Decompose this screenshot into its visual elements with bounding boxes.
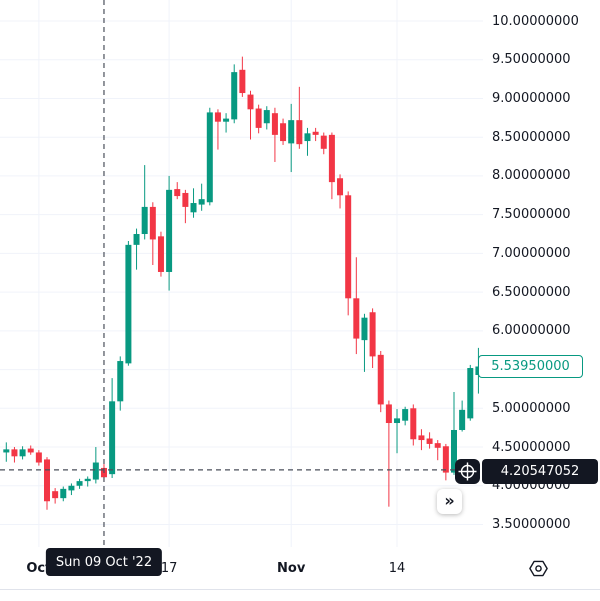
candle[interactable]	[434, 440, 441, 461]
time-tick-label: Oct	[26, 561, 52, 576]
candle[interactable]	[361, 313, 368, 372]
candle[interactable]	[125, 240, 132, 366]
price-tick-label: 7.50000000	[492, 207, 571, 223]
candle[interactable]	[320, 132, 327, 155]
price-tick-label: 10.00000000	[492, 13, 579, 29]
candle[interactable]	[239, 56, 246, 97]
candle[interactable]	[68, 483, 75, 496]
candle[interactable]	[35, 450, 42, 466]
candle[interactable]	[353, 257, 360, 355]
candle[interactable]	[92, 447, 99, 484]
plus-circle-icon	[458, 462, 477, 481]
price-tick-label: 8.00000000	[492, 168, 571, 184]
candle[interactable]	[52, 488, 59, 504]
candle[interactable]	[426, 432, 433, 449]
price-tick-label: 9.50000000	[492, 52, 571, 68]
price-tick-label: 4.50000000	[492, 439, 571, 455]
candle[interactable]	[109, 378, 116, 479]
price-tick-label: 5.00000000	[492, 400, 571, 416]
candle[interactable]	[117, 356, 124, 411]
candle[interactable]	[174, 182, 181, 200]
crosshair-lines	[0, 0, 455, 547]
candle[interactable]	[76, 478, 83, 489]
candle[interactable]	[345, 191, 352, 316]
candle[interactable]	[288, 103, 295, 173]
candle[interactable]	[149, 202, 156, 265]
crosshair-plus-button[interactable]	[455, 459, 480, 485]
candle[interactable]	[223, 113, 230, 133]
candle[interactable]	[459, 400, 466, 432]
price-tick-label: 7.00000000	[492, 245, 571, 261]
candle[interactable]	[214, 109, 221, 150]
last-price-label: 5.53950000	[478, 355, 583, 378]
candle[interactable]	[182, 189, 189, 224]
candle[interactable]	[206, 107, 213, 206]
time-tick-label: 17	[160, 561, 178, 576]
candle[interactable]	[451, 392, 457, 475]
settings-button[interactable]	[526, 556, 551, 581]
candle[interactable]	[467, 364, 474, 421]
candle[interactable]	[255, 104, 262, 134]
candle[interactable]	[296, 86, 303, 149]
candle[interactable]	[369, 308, 376, 369]
crosshair-date-tooltip: Sun 09 Oct '22	[45, 548, 163, 576]
candle[interactable]	[402, 406, 409, 426]
candle[interactable]	[133, 228, 140, 270]
time-tick-label: 14	[388, 561, 406, 576]
candle[interactable]	[44, 457, 50, 510]
candle[interactable]	[27, 445, 34, 455]
candle[interactable]	[337, 174, 344, 209]
price-tick-label: 8.50000000	[492, 129, 571, 145]
candle[interactable]	[312, 127, 319, 142]
candle[interactable]	[247, 90, 254, 140]
candle[interactable]	[19, 446, 26, 460]
candles-layer	[3, 56, 482, 510]
price-tick-label: 6.50000000	[492, 284, 571, 300]
candle[interactable]	[263, 106, 270, 130]
scroll-to-realtime-button[interactable]: »	[437, 489, 462, 514]
candle[interactable]	[385, 400, 392, 507]
candle[interactable]	[280, 118, 287, 145]
candle[interactable]	[157, 231, 164, 277]
candle[interactable]	[271, 107, 278, 162]
candle[interactable]	[231, 64, 238, 124]
candle[interactable]	[198, 183, 205, 211]
candle[interactable]	[166, 175, 173, 291]
time-tick-label: Nov	[277, 561, 306, 576]
grid-lines	[0, 0, 483, 547]
price-tick-label: 3.50000000	[492, 516, 571, 532]
candle[interactable]	[84, 476, 91, 487]
candle[interactable]	[418, 429, 425, 451]
candle[interactable]	[377, 350, 384, 413]
candle[interactable]	[190, 188, 197, 218]
candle[interactable]	[328, 132, 335, 200]
candle[interactable]	[11, 447, 18, 463]
candle[interactable]	[394, 409, 401, 454]
candle[interactable]	[410, 404, 417, 446]
time-axis-separator	[0, 589, 600, 590]
candle[interactable]	[60, 486, 67, 502]
settings-gear-icon	[529, 560, 548, 577]
price-tick-label: 6.00000000	[492, 323, 571, 339]
candle[interactable]	[141, 165, 148, 240]
candle[interactable]	[304, 127, 311, 156]
double-chevron-right-icon: »	[444, 490, 455, 510]
price-tick-label: 9.00000000	[492, 90, 571, 106]
candle[interactable]	[442, 443, 449, 481]
candle[interactable]	[3, 442, 10, 462]
crosshair-price-label: 4.20547052	[482, 459, 598, 485]
